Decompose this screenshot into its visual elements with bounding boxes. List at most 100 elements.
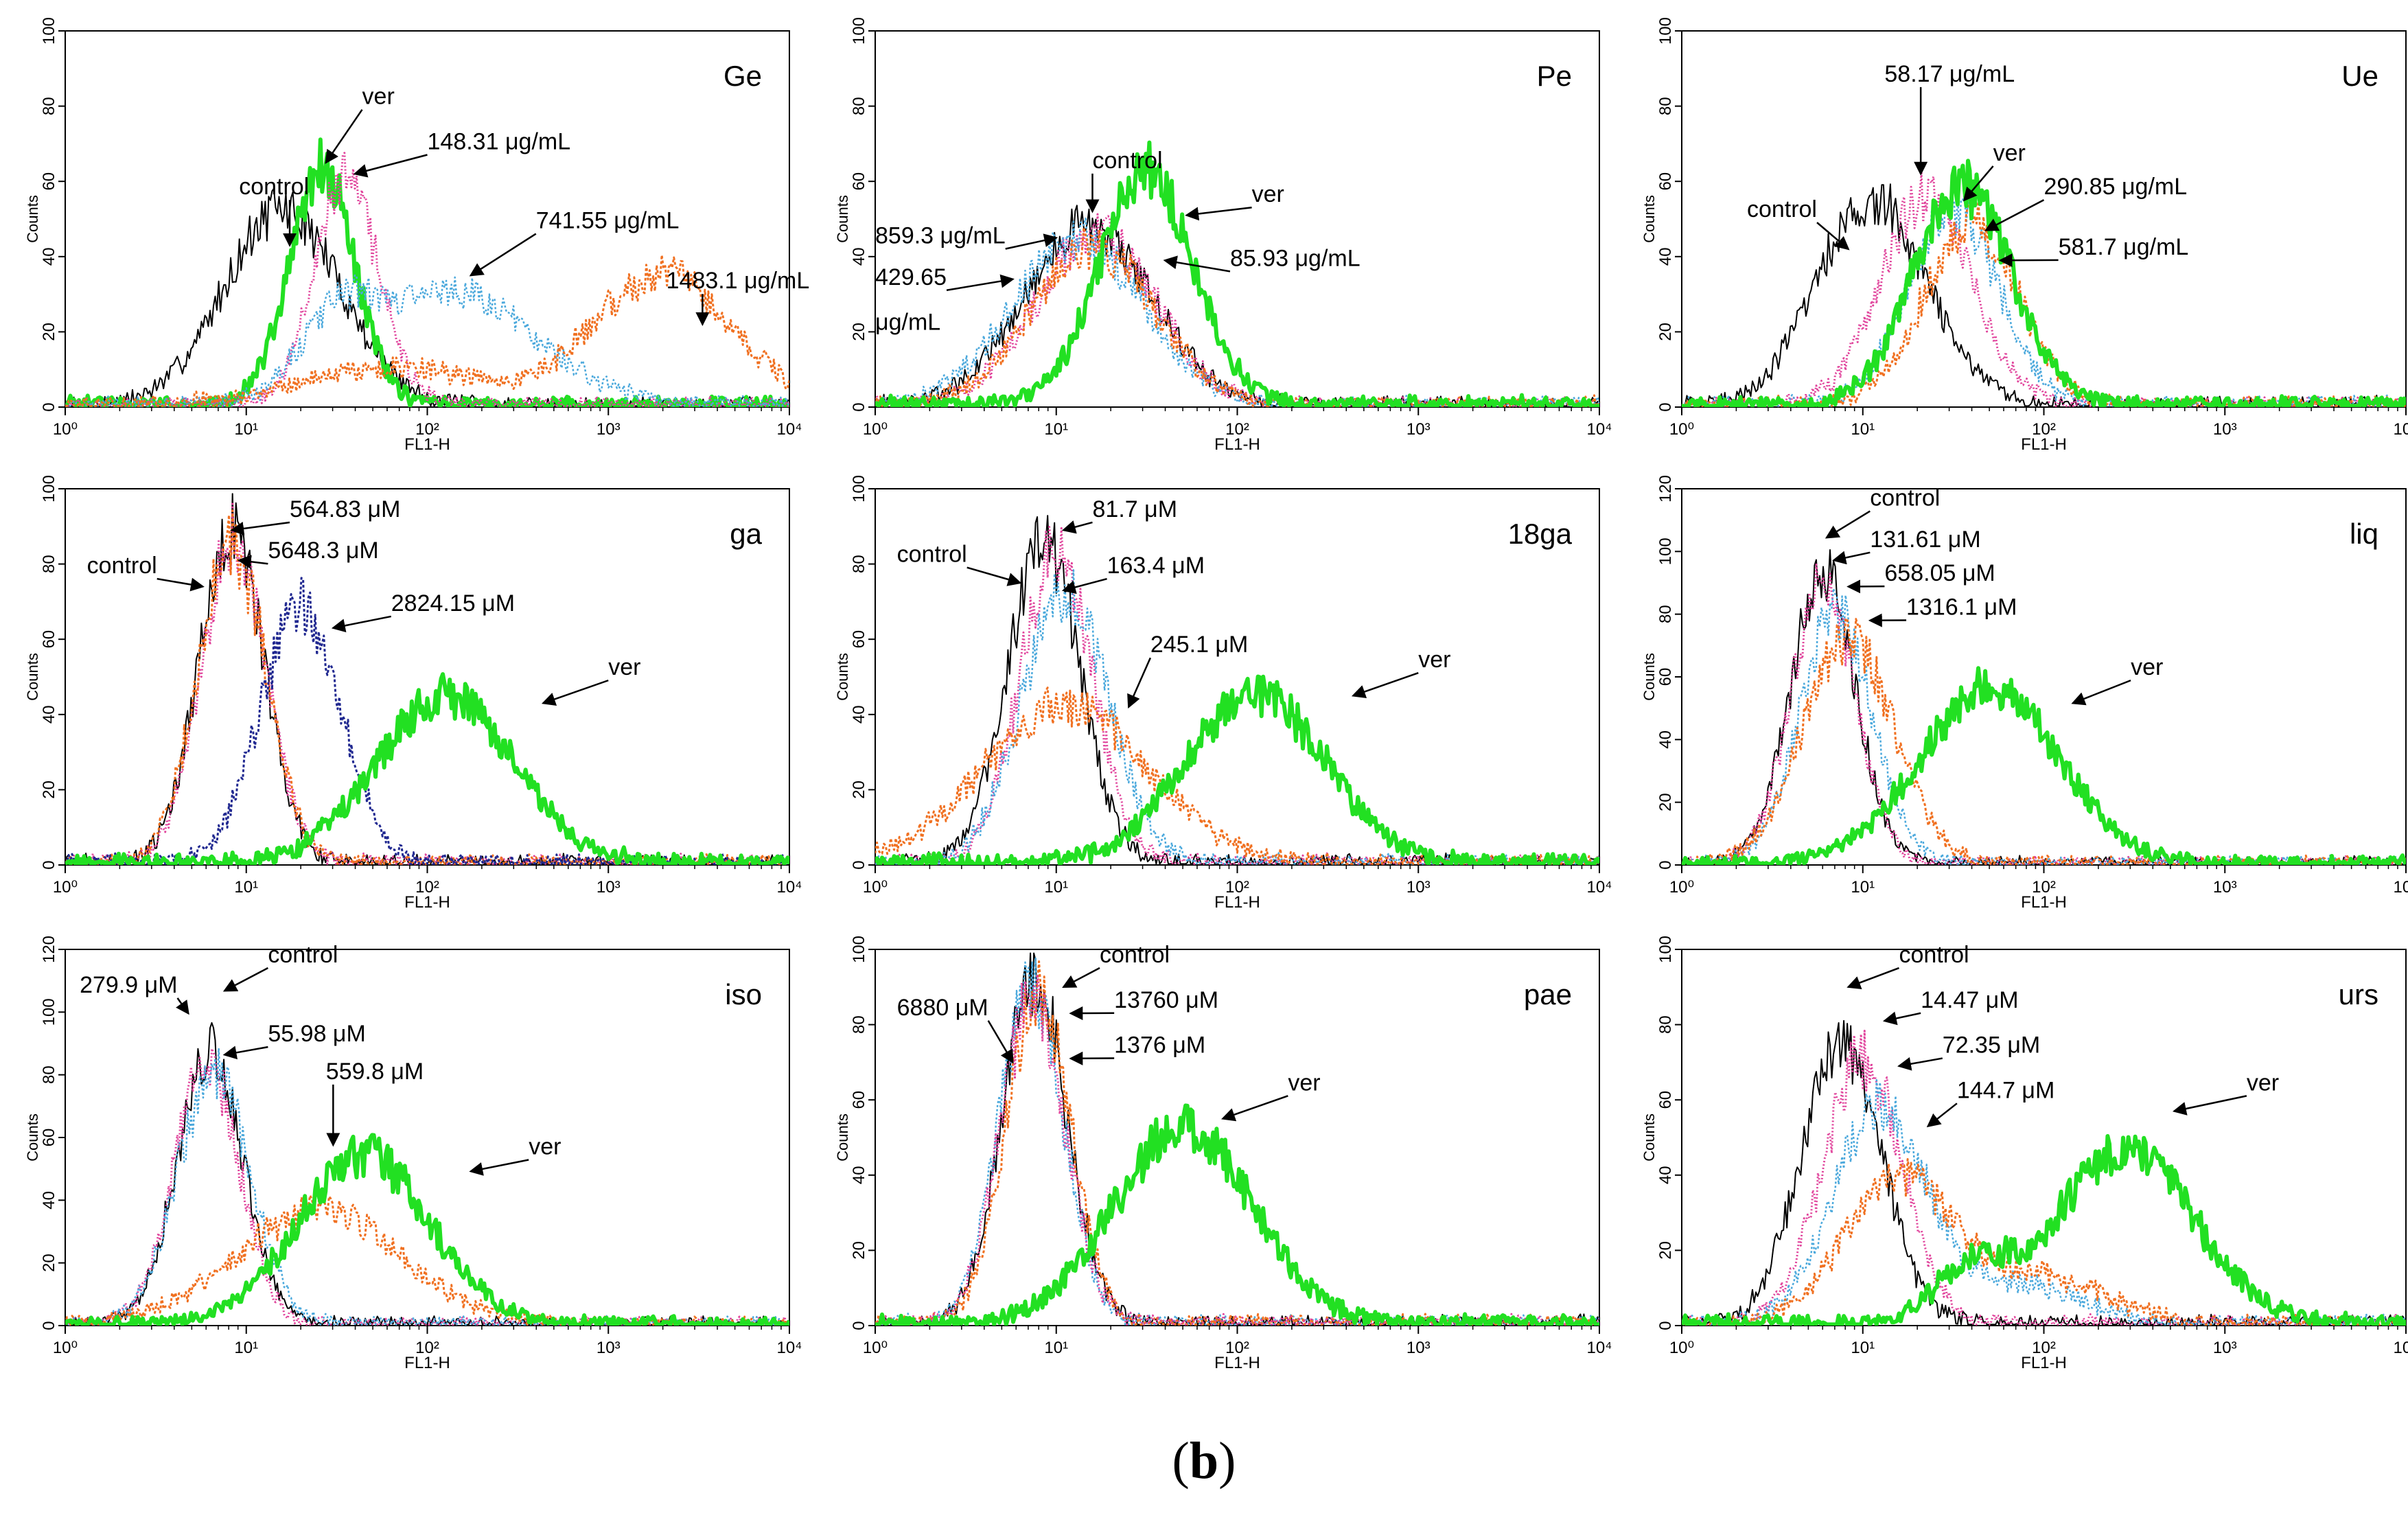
annotation-1376-m: 1376 μM bbox=[1114, 1032, 1205, 1059]
chart-panel-ga: 0 20 40 60 80 100 10⁰ 10¹ 10² 10³ 10⁴ FL1-H Counts ga… bbox=[24, 475, 802, 912]
x-axis-label: FL1-H bbox=[1214, 893, 1260, 912]
y-tick-label: 60 bbox=[40, 172, 58, 191]
x-tick-label: 10³ bbox=[597, 1339, 621, 1357]
annotation-741-55-g-ml: 741.55 μg/mL bbox=[536, 208, 680, 234]
series-148-31-g-ml bbox=[65, 152, 789, 407]
annotation-245-1-m: 245.1 μM bbox=[1150, 632, 1248, 658]
panel-title: iso bbox=[725, 978, 762, 1010]
x-tick-label: 10⁰ bbox=[53, 878, 78, 897]
plot-frame bbox=[1681, 488, 2407, 866]
x-tick-label: 10² bbox=[1225, 420, 1249, 439]
annotation-arrow bbox=[1882, 1011, 1921, 1026]
x-tick-label: 10⁰ bbox=[863, 420, 888, 439]
annotation-g-ml: μg/mL bbox=[875, 310, 940, 336]
series-ver bbox=[65, 672, 789, 865]
series-429-65-g-ml bbox=[875, 217, 1599, 407]
y-axis-label: Counts bbox=[24, 195, 41, 243]
x-tick-label: 10⁴ bbox=[1586, 878, 1612, 897]
y-tick-label: 0 bbox=[1656, 860, 1675, 869]
y-tick-label: 0 bbox=[1656, 402, 1675, 411]
x-tick-label: 10¹ bbox=[234, 420, 258, 439]
annotation-14-47-m: 14.47 μM bbox=[1921, 987, 2018, 1013]
annotation-arrow bbox=[2071, 679, 2131, 706]
series-559-8-m bbox=[65, 1194, 789, 1326]
x-tick-label: 10¹ bbox=[1851, 1339, 1875, 1357]
y-tick-label: 40 bbox=[850, 247, 868, 266]
annotation-arrow bbox=[222, 1046, 268, 1060]
y-tick-label: 20 bbox=[40, 323, 58, 341]
caption-letter: b bbox=[1189, 1432, 1219, 1490]
series-55-98-m bbox=[65, 1047, 789, 1326]
x-tick-label: 10⁰ bbox=[1669, 420, 1694, 439]
annotation-ver: ver bbox=[1288, 1070, 1320, 1096]
y-tick-label: 40 bbox=[40, 705, 58, 724]
y-axis-label: Counts bbox=[1641, 195, 1658, 243]
x-tick-label: 10³ bbox=[1406, 878, 1431, 897]
annotation-arrow bbox=[1351, 671, 1419, 699]
annotation-5648-3-m: 5648.3 μM bbox=[268, 538, 378, 564]
x-axis-label: FL1-H bbox=[1214, 1354, 1260, 1372]
y-tick-label: 120 bbox=[40, 936, 58, 963]
plot-frame bbox=[875, 488, 1600, 866]
y-tick-label: 20 bbox=[850, 1241, 868, 1260]
annotation-1483-1-g-ml: 1483.1 μg/mL bbox=[667, 268, 810, 294]
annotation-72-35-m: 72.35 μM bbox=[1943, 1032, 2040, 1059]
annotation-arrow bbox=[469, 233, 537, 277]
x-tick-label: 10¹ bbox=[1044, 1339, 1068, 1357]
y-tick-label: 100 bbox=[40, 998, 58, 1026]
x-tick-label: 10² bbox=[1225, 878, 1249, 897]
y-tick-label: 80 bbox=[850, 555, 868, 573]
annotation-arrow bbox=[176, 997, 189, 1015]
y-tick-label: 0 bbox=[40, 860, 58, 869]
x-tick-label: 10³ bbox=[597, 420, 621, 439]
annotation-arrow bbox=[987, 1020, 1014, 1064]
y-axis-label: Counts bbox=[834, 653, 851, 701]
series-1376-m bbox=[875, 973, 1599, 1326]
y-tick-label: 0 bbox=[850, 402, 868, 411]
y-tick-label: 80 bbox=[850, 97, 868, 115]
y-tick-label: 100 bbox=[850, 475, 868, 503]
annotation-581-7-g-ml: 581.7 μg/mL bbox=[2059, 234, 2189, 260]
y-tick-label: 40 bbox=[40, 1191, 58, 1210]
x-tick-label: 10⁴ bbox=[776, 878, 802, 897]
x-tick-label: 10² bbox=[2032, 420, 2056, 439]
annotation-6880-m: 6880 μM bbox=[897, 995, 988, 1021]
annotation-arrow bbox=[157, 577, 205, 592]
panel-title: pae bbox=[1524, 978, 1572, 1010]
annotation-arrow bbox=[1984, 199, 2045, 231]
chart-panel-ue: 0 20 40 60 80 100 10⁰ 10¹ 10² 10³ 10⁴ FL1-H Counts Ue… bbox=[1641, 17, 2408, 454]
x-tick-label: 10⁴ bbox=[1586, 1339, 1612, 1357]
annotation-658-05-m: 658.05 μM bbox=[1884, 560, 1995, 586]
annotation-arrow bbox=[237, 555, 268, 569]
annotation-ver: ver bbox=[1252, 181, 1284, 207]
panel-title: urs bbox=[2339, 978, 2378, 1010]
panel-title: Ge bbox=[723, 60, 762, 92]
x-tick-label: 10⁴ bbox=[1586, 420, 1612, 439]
x-tick-label: 10² bbox=[2032, 878, 2056, 897]
chart-panel-pe: 0 20 40 60 80 100 10⁰ 10¹ 10² 10³ 10⁴ FL1-H Counts Pe… bbox=[834, 17, 1612, 454]
y-tick-label: 40 bbox=[850, 705, 868, 724]
annotation-control: control bbox=[1870, 485, 1940, 511]
y-tick-label: 60 bbox=[1656, 172, 1675, 191]
x-tick-label: 10¹ bbox=[1851, 420, 1875, 439]
y-tick-label: 60 bbox=[40, 1129, 58, 1147]
y-tick-label: 60 bbox=[40, 630, 58, 649]
series-245-1-m bbox=[875, 686, 1599, 865]
x-tick-label: 10⁴ bbox=[2393, 420, 2408, 439]
annotation-control: control bbox=[1899, 942, 1969, 968]
annotation-arrow bbox=[946, 274, 1015, 291]
y-tick-label: 100 bbox=[850, 17, 868, 45]
annotation-58-17-g-ml: 58.17 μg/mL bbox=[1884, 61, 2015, 87]
y-tick-label: 60 bbox=[1656, 668, 1675, 686]
x-tick-label: 10⁴ bbox=[2393, 878, 2408, 897]
annotation-arrow bbox=[1061, 520, 1093, 534]
annotation-arrow bbox=[1127, 657, 1152, 709]
chart-panel-ge: 0 20 40 60 80 100 10⁰ 10¹ 10² 10³ 10⁴ FL1-H Counts Ge… bbox=[24, 17, 809, 454]
panel-title: Ue bbox=[2341, 60, 2378, 92]
annotation-arrow bbox=[325, 109, 363, 164]
plot-frame bbox=[1681, 30, 2407, 408]
x-tick-label: 10¹ bbox=[1044, 878, 1068, 897]
y-tick-label: 80 bbox=[1656, 97, 1675, 115]
annotation-81-7-m: 81.7 μM bbox=[1093, 496, 1178, 522]
annotation-ver: ver bbox=[529, 1134, 561, 1160]
